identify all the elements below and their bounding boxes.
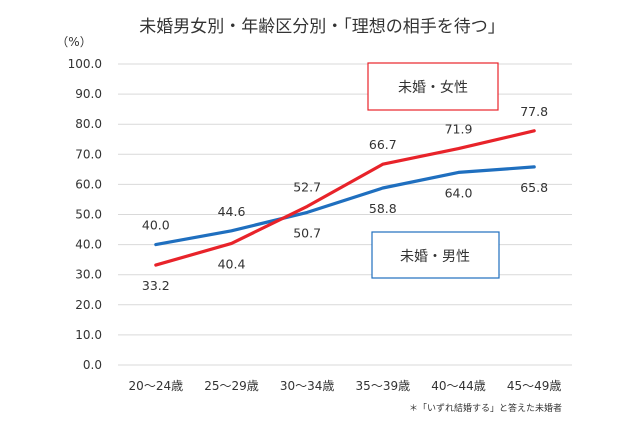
legend-male: 未婚・男性 xyxy=(371,231,500,279)
data-label-male: 40.0 xyxy=(142,218,170,233)
y-tick-label: 10.0 xyxy=(75,328,102,342)
legend-male-label: 未婚・男性 xyxy=(400,249,470,265)
chart-title: 未婚男女別・年齢区分別・「理想の相手を待つ」 xyxy=(139,17,505,37)
legend-female-box xyxy=(367,62,499,111)
y-tick-labels: 100.0 90.0 80.0 70.0 60.0 50.0 40.0 30.0 20.0 10.… xyxy=(68,57,102,372)
series-lines xyxy=(154,129,536,267)
footnote: ＊「いずれ結婚する」と答えた未婚者 xyxy=(409,402,562,414)
data-label-female: 40.4 xyxy=(218,256,246,271)
x-tick-label: 20～24歳 xyxy=(129,379,184,393)
x-tick-label: 25～29歳 xyxy=(204,379,259,393)
x-tick-labels: 20～24歳 25～29歳 30～34歳 35～39歳 40～44歳 45～49歳 xyxy=(129,379,562,393)
y-axis-unit: （%） xyxy=(56,35,91,49)
data-label-female: 52.7 xyxy=(293,179,321,194)
y-tick-label: 100.0 xyxy=(68,57,102,71)
data-label-female: 66.7 xyxy=(369,137,397,152)
y-tick-label: 50.0 xyxy=(75,208,102,222)
x-tick-label: 45～49歳 xyxy=(507,379,562,393)
x-tick-label: 30～34歳 xyxy=(280,379,335,393)
data-labels: 33.2 40.4 52.7 66.7 71.9 77.8 40.0 44.6 50.7 58.8… xyxy=(142,104,548,293)
data-label-male: 65.8 xyxy=(520,180,548,195)
data-label-male: 50.7 xyxy=(293,225,321,240)
data-label-female: 33.2 xyxy=(142,278,170,293)
data-label-male: 44.6 xyxy=(218,204,246,219)
data-label-female: 77.8 xyxy=(520,104,548,119)
legend-male-box xyxy=(371,231,500,279)
y-tick-label: 30.0 xyxy=(75,268,102,282)
legend-female-label: 未婚・女性 xyxy=(398,79,468,96)
data-label-male: 58.8 xyxy=(369,201,397,216)
x-tick-label: 35～39歳 xyxy=(356,379,411,393)
y-tick-label: 80.0 xyxy=(75,117,102,131)
y-tick-label: 40.0 xyxy=(75,238,102,252)
gridlines xyxy=(118,63,572,366)
y-tick-label: 0.0 xyxy=(83,358,102,372)
data-label-female: 71.9 xyxy=(445,122,473,137)
legend-female: 未婚・女性 xyxy=(367,62,499,111)
series-line-female xyxy=(154,129,536,267)
y-tick-label: 60.0 xyxy=(75,177,102,191)
y-tick-label: 70.0 xyxy=(75,147,102,161)
y-tick-label: 20.0 xyxy=(75,298,102,312)
x-tick-label: 40～44歳 xyxy=(431,379,486,393)
data-label-male: 64.0 xyxy=(445,185,473,200)
series-line-male xyxy=(154,165,536,247)
y-tick-label: 90.0 xyxy=(75,87,102,101)
